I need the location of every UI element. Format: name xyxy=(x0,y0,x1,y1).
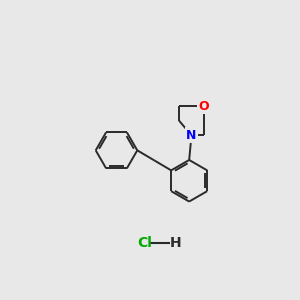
Text: H: H xyxy=(169,236,181,250)
Text: O: O xyxy=(199,100,209,113)
Text: N: N xyxy=(186,129,197,142)
Text: Cl: Cl xyxy=(137,236,152,250)
